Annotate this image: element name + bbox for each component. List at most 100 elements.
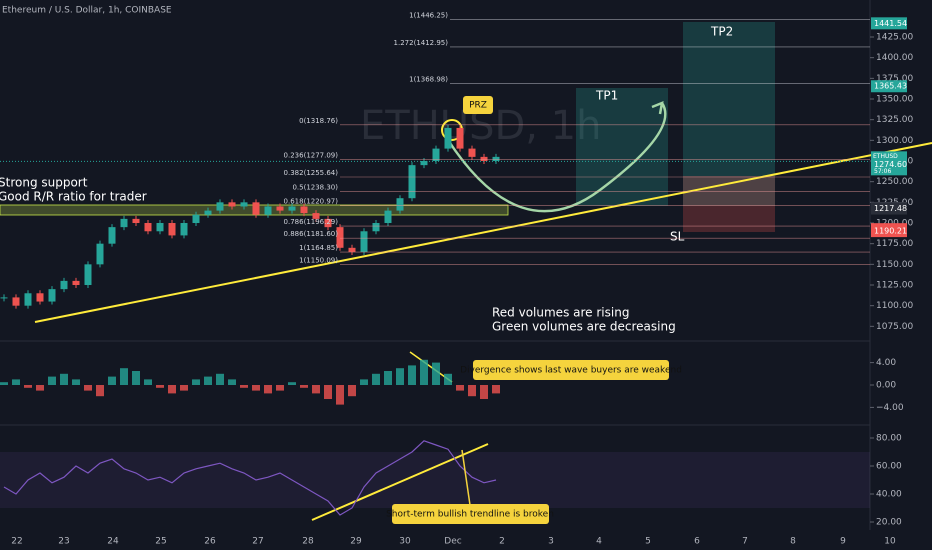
fib-label: 0.236(1277.09) — [284, 151, 339, 159]
candle — [444, 127, 452, 149]
price-tick-label: 1425.00 — [876, 33, 913, 43]
date-label: 22 — [11, 537, 22, 547]
candle — [420, 161, 428, 166]
candle — [324, 218, 332, 228]
date-label: 6 — [694, 537, 700, 547]
divergence-note: Divergence shows last wave buyers are we… — [460, 366, 682, 376]
last-price: 1274.60 — [874, 160, 907, 169]
candle — [468, 148, 476, 157]
osc-bar — [432, 362, 440, 385]
osc-bar — [408, 365, 416, 385]
date-label: 3 — [548, 537, 554, 547]
date-label: 2 — [499, 537, 505, 547]
date-label: 4 — [596, 537, 602, 547]
osc-bar — [84, 385, 92, 391]
candle — [396, 198, 404, 211]
osc-bar — [0, 382, 8, 385]
prz-box — [463, 96, 493, 114]
osc-bar — [300, 385, 308, 388]
price-tag-label: 1441.54 — [874, 19, 907, 28]
osc-bar — [192, 379, 200, 385]
osc-bar — [468, 385, 476, 397]
fib-label: 0.618(1220.97) — [284, 198, 339, 206]
candle — [228, 202, 236, 207]
price-tag — [871, 80, 907, 93]
osc-bar — [60, 373, 68, 385]
date-label: 25 — [155, 537, 166, 547]
osc-bar — [288, 382, 296, 385]
rsi-tick-label: 60.00 — [876, 462, 902, 472]
candle — [72, 280, 80, 286]
price-tick-label: 1075.00 — [876, 322, 913, 332]
candle — [204, 210, 212, 215]
price-tag-label: 1217.48 — [874, 204, 907, 213]
osc-bar — [144, 379, 152, 385]
fib-label: 0.382(1255.64) — [284, 169, 339, 177]
rsi-line — [3, 440, 497, 516]
date-label: 27 — [252, 537, 263, 547]
candle — [480, 156, 488, 162]
osc-bar — [444, 373, 452, 385]
osc-bar — [132, 371, 140, 385]
candle — [372, 223, 380, 232]
date-label: 26 — [204, 537, 216, 547]
candle — [192, 214, 200, 224]
trendline-box — [392, 504, 549, 524]
date-label: 7 — [742, 537, 748, 547]
prz-label: PRZ — [469, 101, 487, 111]
price-tick-label: 1325.00 — [876, 115, 913, 125]
volume-note: Green volumes are decreasing — [492, 320, 676, 334]
candle — [492, 156, 500, 162]
osc-bar — [72, 379, 80, 385]
callout-line — [461, 449, 471, 506]
candle — [48, 289, 56, 302]
sl-zone — [683, 176, 775, 232]
candle — [276, 206, 284, 211]
osc-bar — [204, 376, 212, 385]
support-note: Good R/R ratio for trader — [0, 190, 147, 204]
price-tick-label: 1300.00 — [876, 136, 913, 146]
candle — [348, 247, 356, 252]
support-note: Strong support — [0, 176, 88, 190]
fib-label: 1(1446.25) — [409, 11, 448, 19]
candle — [408, 165, 416, 199]
osc-bar — [36, 385, 44, 391]
date-label: 8 — [790, 537, 796, 547]
fib-label: 1(1164.85) — [299, 244, 338, 252]
osc-bar — [420, 359, 428, 385]
sl-label: SL — [670, 230, 685, 244]
tp2-label: TP2 — [710, 25, 733, 39]
osc-bar — [348, 385, 356, 397]
last-price-tag — [871, 151, 907, 176]
price-tag — [871, 202, 907, 215]
candle — [36, 293, 44, 302]
fib-label: 0(1318.76) — [299, 117, 338, 125]
tp2-zone — [683, 22, 775, 206]
osc-bar — [492, 385, 500, 394]
candle — [300, 206, 308, 214]
candle — [288, 206, 296, 211]
arrow-head — [651, 101, 664, 115]
price-tick-label: 1125.00 — [876, 281, 913, 291]
rsi-tick-label: 20.00 — [876, 518, 902, 528]
candle — [432, 148, 440, 162]
price-tick-label: 1250.00 — [876, 177, 913, 187]
osc-bar — [360, 379, 368, 385]
candle — [12, 297, 20, 306]
trendline — [34, 142, 932, 323]
candle — [360, 231, 368, 252]
price-tag — [871, 225, 907, 238]
osc-bar — [12, 379, 20, 385]
price-tag-label: 1190.21 — [874, 227, 907, 236]
date-label: 5 — [645, 537, 651, 547]
candle — [456, 127, 464, 149]
fib-label: 0.786(1196.29) — [284, 218, 339, 226]
osc-bar — [336, 385, 344, 405]
candle — [216, 202, 224, 211]
fib-label: 1(1150.09) — [299, 256, 338, 264]
last-symbol: ETHUSD — [873, 153, 898, 160]
candle — [24, 293, 32, 306]
divergence-box — [473, 360, 669, 380]
osc-bar — [96, 385, 104, 397]
